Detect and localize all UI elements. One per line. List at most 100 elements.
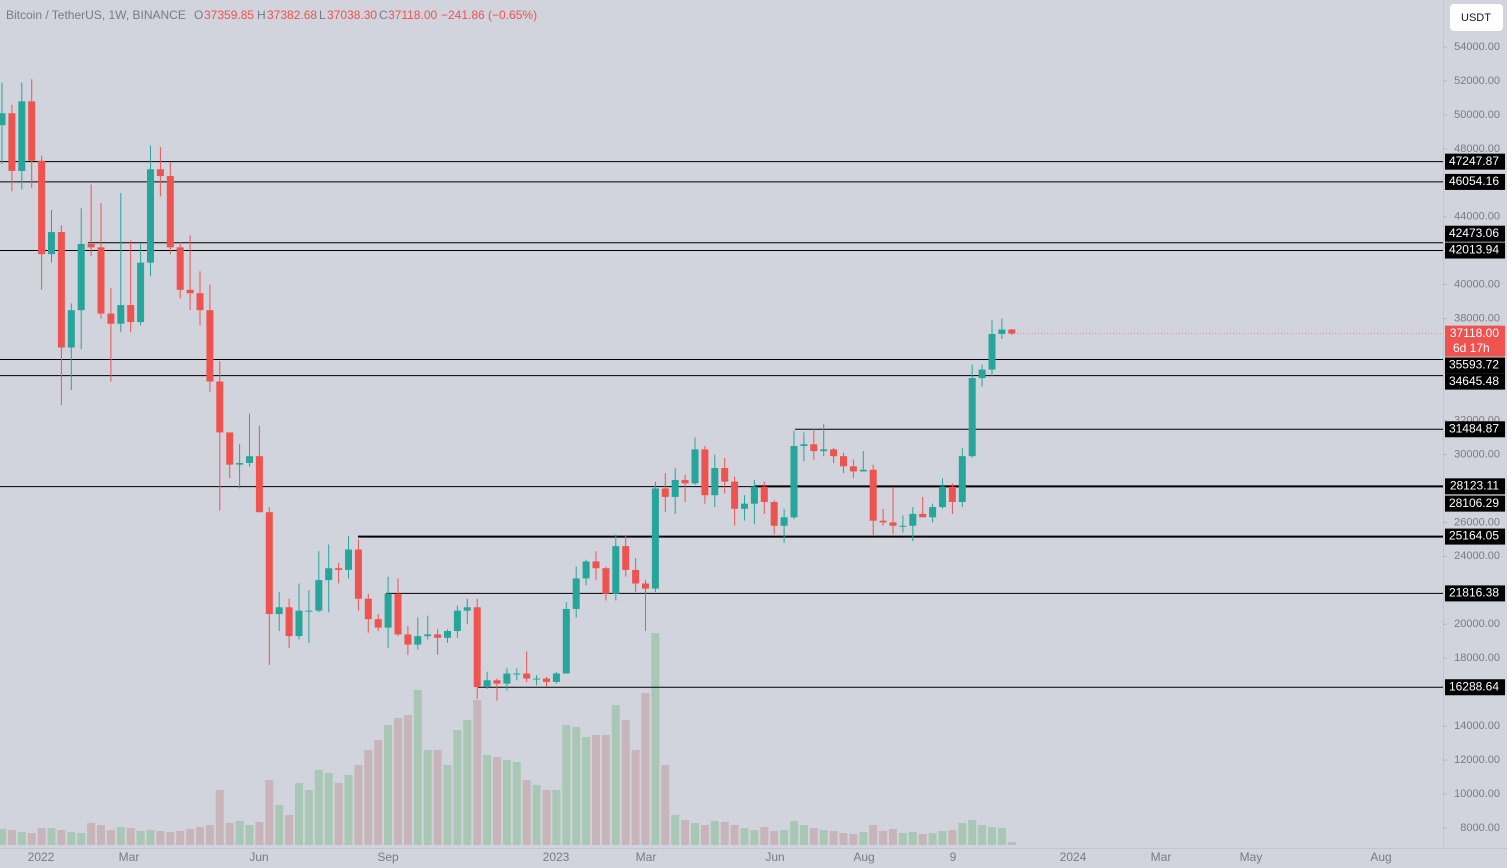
volume-bar — [671, 815, 680, 845]
volume-bar — [898, 833, 907, 845]
volume-bar — [681, 820, 690, 845]
candle-body — [325, 568, 333, 581]
volume-bar — [532, 785, 541, 845]
volume-bar — [0, 829, 6, 845]
candle-body — [97, 247, 105, 314]
candle-body — [166, 176, 174, 248]
candle-body — [315, 580, 323, 611]
candle-body — [38, 160, 46, 255]
volume-bar — [235, 821, 244, 845]
volume-bar — [790, 821, 798, 845]
level-label: 42473.06 — [1449, 226, 1499, 240]
candle-body — [246, 456, 253, 463]
y-tick-label: 18000.00 — [1454, 652, 1500, 664]
candle-body — [681, 479, 689, 484]
volume-bar — [314, 770, 323, 845]
level-label-box — [1445, 528, 1505, 545]
x-tick-label: Jun — [249, 850, 268, 864]
volume-bar — [27, 833, 36, 845]
level-label: 34645.48 — [1449, 374, 1499, 388]
candle-body — [48, 232, 55, 255]
candle-body — [523, 673, 531, 679]
volume-bar — [344, 775, 353, 845]
candle-body — [453, 610, 461, 632]
volume-bar — [968, 820, 977, 845]
volume-bar — [354, 765, 363, 845]
candle-body — [533, 678, 541, 680]
c-label: C — [379, 8, 388, 22]
volume-bar — [463, 720, 472, 845]
level-label-box — [1445, 421, 1505, 438]
volume-bar — [136, 831, 145, 845]
candle-body — [948, 486, 956, 503]
candle-body — [741, 503, 748, 509]
candle-body — [364, 598, 372, 620]
candle-body — [196, 293, 204, 311]
volume-bar — [700, 825, 709, 845]
volume-bar — [493, 757, 501, 845]
x-tick-label: 2022 — [28, 850, 55, 864]
candle-body — [968, 378, 976, 457]
candle-body — [67, 310, 75, 348]
candle-body — [810, 444, 818, 452]
candle-body — [147, 169, 154, 263]
candle-body — [77, 243, 85, 311]
volume-bar — [641, 693, 650, 845]
volume-bar — [780, 830, 789, 845]
candle-body — [176, 247, 184, 290]
level-label-box — [1445, 225, 1505, 242]
x-tick-label: 9 — [950, 850, 957, 864]
volume-bar — [740, 828, 749, 845]
candle-body — [869, 469, 877, 521]
y-tick-label: 24000.00 — [1454, 550, 1500, 562]
x-tick-label: 2024 — [1060, 850, 1087, 864]
volume-bar — [37, 828, 46, 845]
y-tick-label: 48000.00 — [1454, 143, 1500, 155]
level-label: 21816.38 — [1449, 586, 1499, 600]
volume-bar — [483, 755, 492, 845]
volume-bar — [869, 825, 878, 845]
candle-body — [424, 634, 432, 637]
volume-bar — [572, 727, 581, 845]
volume-bar — [67, 832, 76, 845]
candle-body — [582, 561, 590, 579]
last-price-label: 37118.00 — [1450, 326, 1499, 340]
volume-bar — [423, 750, 432, 845]
candle-body — [750, 486, 758, 504]
x-tick-label: Sep — [377, 850, 399, 864]
level-label: 31484.87 — [1449, 421, 1499, 435]
candle-body — [28, 101, 36, 161]
volume-bar — [196, 827, 204, 845]
volume-bar — [809, 828, 818, 845]
candle-body — [909, 513, 917, 526]
volume-bar — [849, 834, 858, 845]
y-tick-label: 54000.00 — [1454, 41, 1500, 53]
candle-body — [186, 289, 194, 294]
candle-body — [503, 673, 511, 684]
volume-bar — [938, 831, 947, 845]
candle-body — [18, 101, 26, 171]
volume-bar — [760, 827, 769, 845]
level-label: 25164.05 — [1449, 529, 1499, 543]
candle-body — [691, 449, 699, 484]
candle-body — [859, 469, 867, 472]
volume-bar — [651, 633, 660, 845]
volume-bar — [879, 831, 888, 845]
volume-bar — [512, 762, 521, 845]
candle-body — [978, 369, 986, 379]
level-label-box — [1445, 173, 1505, 190]
candle-body — [760, 486, 768, 503]
candle-body — [612, 546, 620, 594]
y-tick-label: 44000.00 — [1454, 211, 1500, 223]
x-tick-label: May — [1240, 850, 1263, 864]
currency-button[interactable] — [1450, 4, 1503, 31]
currency[interactable]: USDT — [1461, 12, 1491, 24]
volume-bar — [552, 790, 561, 845]
candle-body — [671, 479, 679, 497]
volume-bar — [601, 735, 610, 845]
candle-body — [434, 634, 442, 638]
volume-bar — [691, 823, 699, 845]
candle-body — [988, 333, 996, 370]
volume-bar — [710, 821, 719, 845]
